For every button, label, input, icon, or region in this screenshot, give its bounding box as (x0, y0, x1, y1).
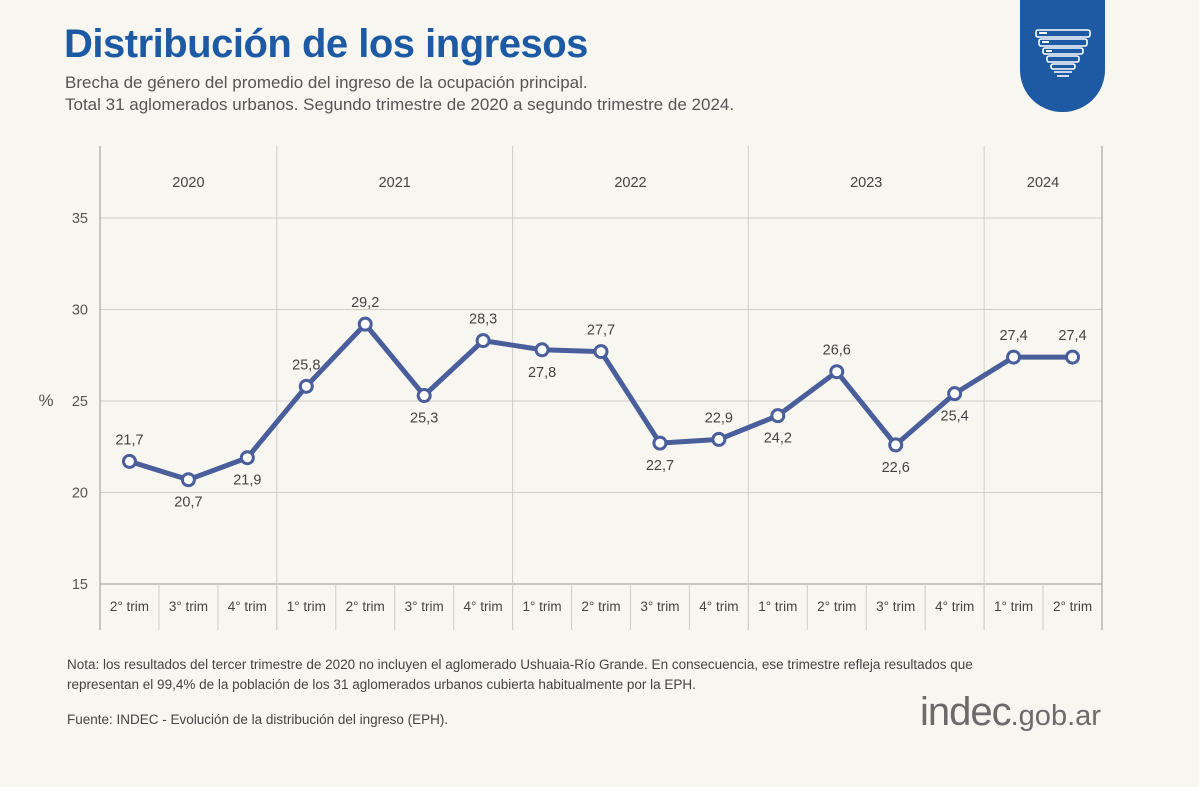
page-title: Distribución de los ingresos (64, 22, 588, 66)
logo-domain-text: .gob.ar (1010, 700, 1101, 732)
x-tick-label: 1° trim (522, 599, 561, 614)
logo-main-text: indec (920, 690, 1012, 734)
data-point (1065, 349, 1081, 365)
data-point (652, 435, 668, 451)
year-label: 2023 (850, 175, 882, 191)
x-tick-label: 4° trim (935, 599, 974, 614)
data-label: 22,9 (705, 410, 733, 426)
data-point (770, 408, 786, 424)
x-tick-label: 1° trim (994, 599, 1033, 614)
subtitle-line-2: Total 31 aglomerados urbanos. Segundo tr… (65, 95, 735, 114)
data-label: 25,3 (410, 411, 438, 427)
data-point (947, 386, 963, 402)
data-label: 27,4 (1058, 328, 1086, 344)
subtitle-line-1: Brecha de género del promedio del ingres… (65, 73, 588, 92)
data-point (475, 333, 491, 349)
data-point (121, 453, 137, 469)
line-chart: 15 20 25 30 35% 2020 2021 2022 2023 2024 2° trim 3°… (38, 146, 1103, 630)
year-label: 2020 (172, 175, 204, 191)
x-tick-label: 1° trim (287, 599, 326, 614)
x-tick-label: 2° trim (581, 599, 620, 614)
year-label: 2022 (614, 175, 646, 191)
stacked-layers-icon (1035, 29, 1091, 77)
x-tick-label: 3° trim (169, 599, 208, 614)
data-point (829, 364, 845, 380)
data-label: 22,7 (646, 458, 674, 474)
data-label: 21,7 (115, 432, 143, 448)
x-tick-label: 1° trim (758, 599, 797, 614)
x-tick-label: 4° trim (228, 599, 267, 614)
x-tick-label: 2° trim (110, 599, 149, 614)
data-point (1006, 349, 1022, 365)
x-tick-label: 2° trim (1053, 599, 1092, 614)
x-tick-label: 3° trim (405, 599, 444, 614)
y-axis-label: % (38, 391, 53, 410)
x-tick-label: 2° trim (817, 599, 856, 614)
data-point (711, 431, 727, 447)
y-tick-label: 35 (72, 211, 88, 227)
y-tick-label: 20 (72, 486, 88, 502)
data-point (593, 344, 609, 360)
indec-logo[interactable]: indec.gob.ar (920, 690, 1101, 735)
footnote: Nota: los resultados del tercer trimestr… (67, 657, 973, 692)
data-label: 27,7 (587, 323, 615, 339)
data-label: 27,8 (528, 365, 556, 381)
data-label: 25,4 (941, 409, 969, 425)
data-label: 22,6 (882, 460, 910, 476)
data-point (416, 388, 432, 404)
year-label: 2021 (379, 175, 411, 191)
x-tick-label: 4° trim (699, 599, 738, 614)
data-point (888, 437, 904, 453)
data-label: 20,7 (174, 495, 202, 511)
data-label: 29,2 (351, 295, 379, 311)
data-label: 28,3 (469, 312, 497, 328)
y-tick-label: 15 (72, 577, 88, 593)
x-tick-label: 3° trim (640, 599, 679, 614)
data-label: 21,9 (233, 473, 261, 489)
data-label: 24,2 (764, 431, 792, 447)
year-label: 2024 (1027, 175, 1059, 191)
x-tick-label: 2° trim (346, 599, 385, 614)
data-point (180, 472, 196, 488)
data-point (357, 316, 373, 332)
x-tick-label: 3° trim (876, 599, 915, 614)
source-text: Fuente: INDEC - Evolución de la distribu… (67, 712, 449, 727)
indec-badge (1020, 0, 1105, 112)
x-tick-label: 4° trim (464, 599, 503, 614)
data-label: 27,4 (999, 328, 1027, 344)
data-label: 25,8 (292, 357, 320, 373)
y-tick-label: 25 (72, 394, 88, 410)
data-point (534, 342, 550, 358)
y-tick-label: 30 (72, 303, 88, 319)
data-label: 26,6 (823, 343, 851, 359)
data-point (298, 378, 314, 394)
data-point (239, 450, 255, 466)
